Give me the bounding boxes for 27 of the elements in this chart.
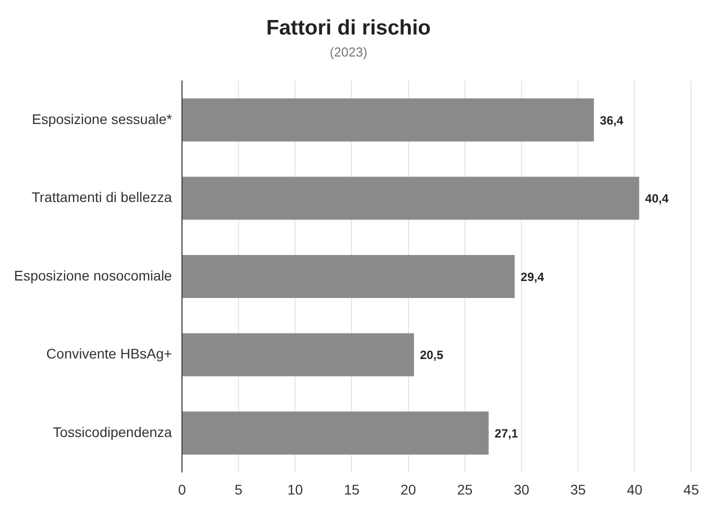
- x-tick-label: 40: [626, 481, 643, 498]
- y-tick-label: Esposizione nosocomiale: [14, 267, 172, 284]
- x-tick-label: 0: [178, 481, 186, 498]
- x-tick-label: 15: [344, 481, 360, 498]
- x-tick-label: 35: [570, 481, 586, 498]
- x-tick-label: 10: [287, 481, 304, 498]
- x-tick-label: 20: [400, 481, 416, 498]
- chart-title: Fattori di rischio: [266, 16, 431, 40]
- data-label: 27,1: [494, 426, 518, 440]
- y-tick-label: Tossicodipendenza: [52, 424, 172, 440]
- data-label: 40,4: [645, 192, 669, 206]
- x-tick-label: 30: [514, 481, 530, 498]
- bar: [182, 412, 489, 455]
- chart-subtitle: (2023): [330, 44, 368, 60]
- y-tick-label: Trattamenti di bellezza: [32, 189, 172, 206]
- bar: [182, 98, 594, 142]
- x-tick-label: 5: [234, 481, 243, 498]
- x-tick-label: 25: [457, 481, 473, 498]
- data-label: 20,5: [420, 348, 444, 362]
- data-label: 36,4: [600, 113, 624, 128]
- y-tick-label: Esposizione sessuale*: [32, 110, 173, 127]
- bar: [182, 333, 414, 376]
- x-tick-label: 45: [683, 481, 700, 498]
- bar: [182, 176, 640, 220]
- data-label: 29,4: [520, 270, 544, 284]
- y-tick-label: Convivente HBsAg+: [46, 346, 172, 362]
- bar: [182, 254, 515, 298]
